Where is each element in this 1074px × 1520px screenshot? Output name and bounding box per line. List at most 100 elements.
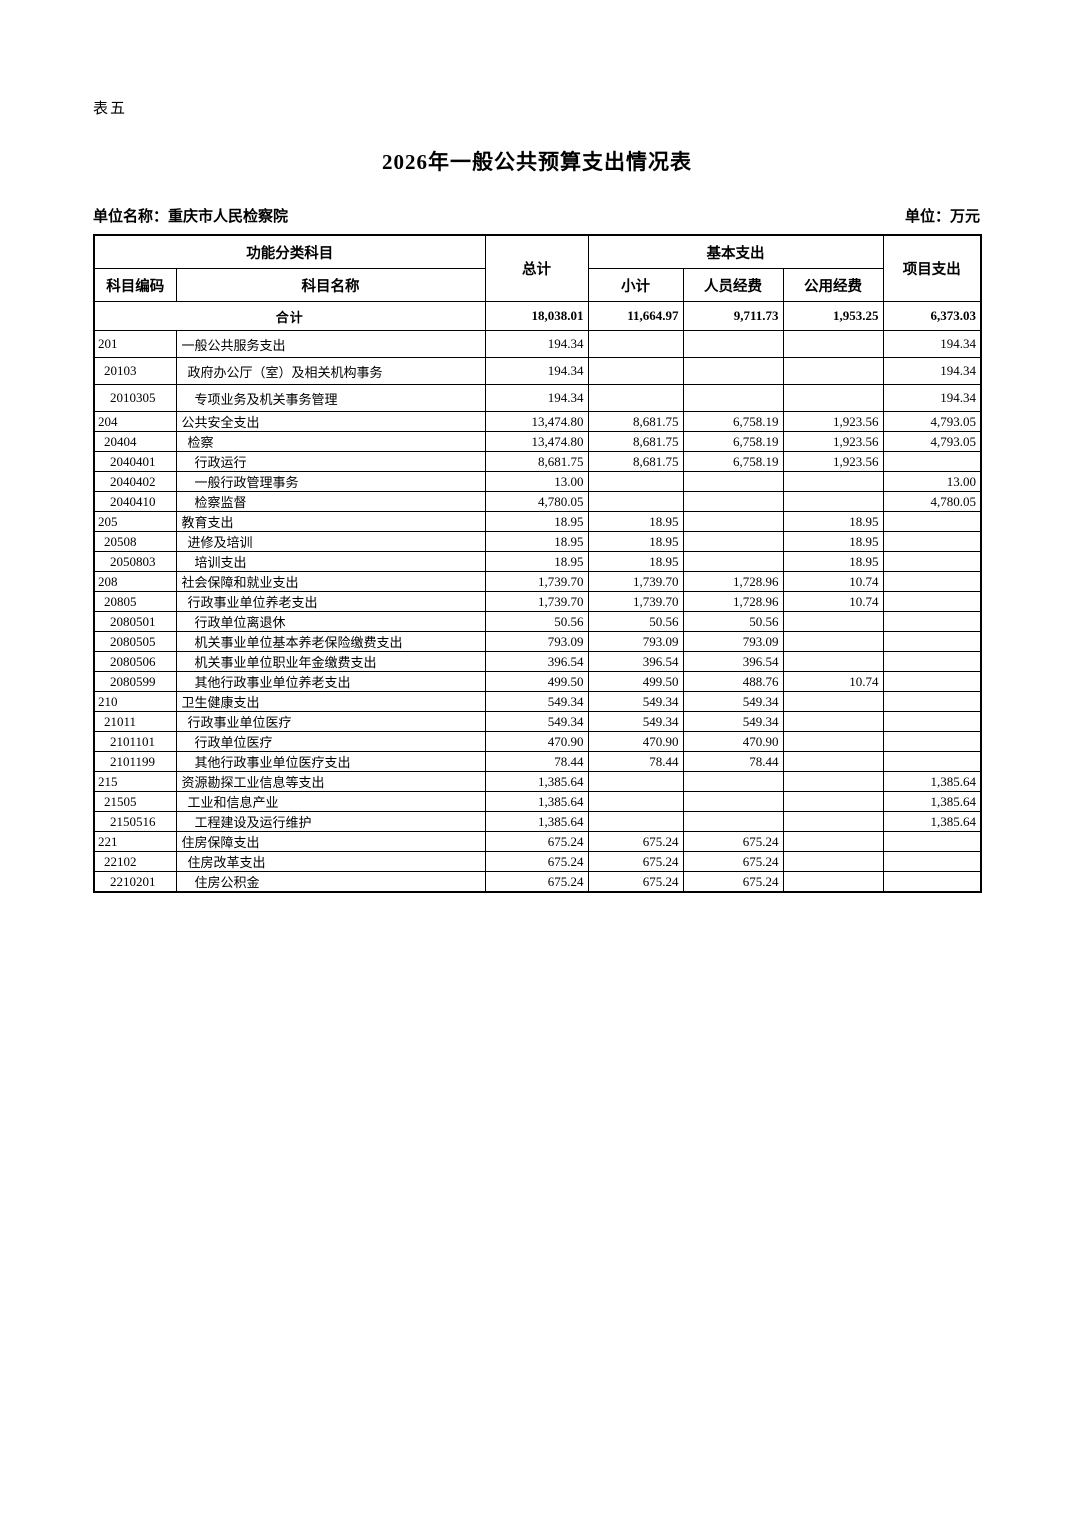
personnel-cell: 549.34 — [682, 691, 784, 712]
name-cell: 公共安全支出 — [175, 411, 486, 432]
subtotal-cell: 499.50 — [587, 671, 684, 692]
code-cell: 2080501 — [93, 611, 177, 632]
project-cell — [882, 531, 982, 552]
public-funds-cell — [782, 851, 884, 872]
page-title: 2026年一般公共预算支出情况表 — [382, 150, 692, 174]
table-row: 215 资源勘探工业信息等支出 1,385.64 1,385.64 — [93, 771, 982, 792]
subtotal-cell — [587, 330, 684, 358]
public-funds-cell — [782, 330, 884, 358]
code-cell: 2040410 — [93, 491, 177, 512]
subtotal-cell: 675.24 — [587, 851, 684, 872]
project-cell — [882, 711, 982, 732]
header-function-group: 功能分类科目 — [93, 234, 486, 269]
code-cell: 204 — [93, 411, 177, 432]
personnel-cell: 675.24 — [682, 851, 784, 872]
total-cell: 194.34 — [484, 384, 589, 412]
code-cell: 208 — [93, 571, 177, 592]
project-cell — [882, 631, 982, 652]
project-cell: 4,780.05 — [882, 491, 982, 512]
subtotal-cell: 8,681.75 — [587, 411, 684, 432]
name-cell: 其他行政事业单位养老支出 — [175, 671, 486, 692]
header-project: 项目支出 — [882, 234, 982, 302]
code-cell: 221 — [93, 831, 177, 852]
code-cell: 2080599 — [93, 671, 177, 692]
project-cell — [882, 851, 982, 872]
table-row: 21505 工业和信息产业 1,385.64 1,385.64 — [93, 791, 982, 812]
table-row: 205 教育支出 18.95 18.95 18.95 — [93, 511, 982, 532]
name-cell: 行政事业单位养老支出 — [175, 591, 486, 612]
table-row: 2080505 机关事业单位基本养老保险缴费支出 793.09 793.09 7… — [93, 631, 982, 652]
subtotal-cell: 18.95 — [587, 531, 684, 552]
public-funds-cell: 1,923.56 — [782, 451, 884, 472]
subtotal-cell: 793.09 — [587, 631, 684, 652]
header-total: 总计 — [484, 234, 589, 302]
subtotal-cell — [587, 791, 684, 812]
table-row: 201 一般公共服务支出 194.34 194.34 — [93, 330, 982, 358]
code-cell: 2010305 — [93, 384, 177, 412]
public-funds-cell — [782, 731, 884, 752]
code-cell: 215 — [93, 771, 177, 792]
total-cell: 13.00 — [484, 471, 589, 492]
public-funds-cell: 1,953.25 — [782, 301, 884, 331]
total-cell: 18.95 — [484, 511, 589, 532]
personnel-cell: 675.24 — [682, 871, 784, 893]
header-name: 科目名称 — [175, 268, 486, 302]
name-cell: 检察监督 — [175, 491, 486, 512]
header-code: 科目编码 — [93, 268, 177, 302]
code-cell: 21505 — [93, 791, 177, 812]
personnel-cell — [682, 511, 784, 532]
code-cell: 20508 — [93, 531, 177, 552]
personnel-cell — [682, 811, 784, 832]
public-funds-cell — [782, 871, 884, 893]
unit-name-label: 单位名称：重庆市人民检察院 — [93, 209, 289, 225]
table-row: 20805 行政事业单位养老支出 1,739.70 1,739.70 1,728… — [93, 591, 982, 612]
total-cell: 1,739.70 — [484, 571, 589, 592]
public-funds-cell — [782, 471, 884, 492]
project-cell: 1,385.64 — [882, 811, 982, 832]
table-header: 功能分类科目 总计 基本支出 项目支出 科目编码 科目名称 小计 人员经费 公用… — [93, 234, 982, 302]
total-cell: 18.95 — [484, 551, 589, 572]
personnel-cell: 50.56 — [682, 611, 784, 632]
subtotal-cell — [587, 811, 684, 832]
project-cell: 1,385.64 — [882, 791, 982, 812]
code-cell: 2210201 — [93, 871, 177, 893]
total-label-cell: 合计 — [93, 301, 486, 331]
code-cell: 2150516 — [93, 811, 177, 832]
name-cell: 卫生健康支出 — [175, 691, 486, 712]
table-row: 2010305 专项业务及机关事务管理 194.34 194.34 — [93, 384, 982, 412]
total-cell: 1,385.64 — [484, 811, 589, 832]
personnel-cell: 6,758.19 — [682, 431, 784, 452]
subtotal-cell: 8,681.75 — [587, 451, 684, 472]
project-cell — [882, 611, 982, 632]
table-row: 2210201 住房公积金 675.24 675.24 675.24 — [93, 871, 982, 893]
header-subtotal: 小计 — [587, 268, 684, 302]
project-cell — [882, 651, 982, 672]
public-funds-cell: 1,923.56 — [782, 411, 884, 432]
name-cell: 住房保障支出 — [175, 831, 486, 852]
project-cell — [882, 591, 982, 612]
subtotal-cell: 675.24 — [587, 831, 684, 852]
code-cell: 201 — [93, 330, 177, 358]
public-funds-cell — [782, 811, 884, 832]
name-cell: 检察 — [175, 431, 486, 452]
header-basic-group: 基本支出 — [587, 234, 884, 269]
code-cell: 205 — [93, 511, 177, 532]
currency-unit-label: 单位：万元 — [904, 209, 980, 225]
code-cell: 2040402 — [93, 471, 177, 492]
name-cell: 住房公积金 — [175, 871, 486, 893]
project-cell: 4,793.05 — [882, 431, 982, 452]
table-row: 20103 政府办公厅（室）及相关机构事务 194.34 194.34 — [93, 357, 982, 385]
name-cell: 工业和信息产业 — [175, 791, 486, 812]
total-cell: 8,681.75 — [484, 451, 589, 472]
subtotal-cell — [587, 471, 684, 492]
name-cell: 行政运行 — [175, 451, 486, 472]
project-cell — [882, 731, 982, 752]
header-public-funds: 公用经费 — [782, 268, 884, 302]
public-funds-cell — [782, 631, 884, 652]
personnel-cell — [682, 771, 784, 792]
table-row: 2080501 行政单位离退休 50.56 50.56 50.56 — [93, 611, 982, 632]
project-cell — [882, 691, 982, 712]
name-cell: 一般行政管理事务 — [175, 471, 486, 492]
subtotal-cell — [587, 771, 684, 792]
